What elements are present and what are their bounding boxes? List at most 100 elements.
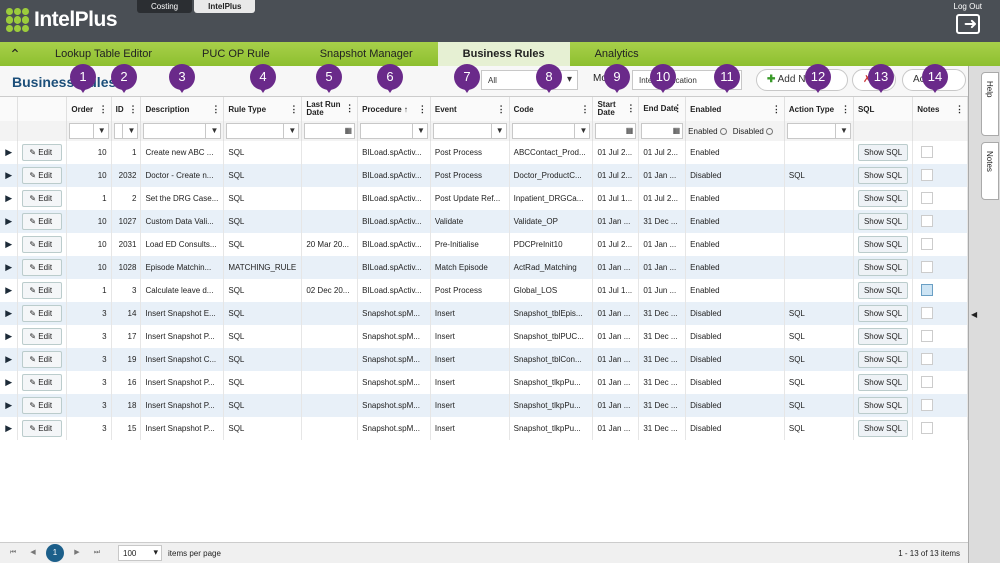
notes-tab[interactable]: Notes (981, 142, 999, 200)
notes-icon[interactable] (921, 352, 934, 365)
start-date-filter-input[interactable]: ▦ (595, 123, 637, 139)
col-header-rule-type[interactable]: Rule Type ⋮ (223, 97, 303, 121)
table-row[interactable]: ▶ ✎ Edit 3 18 Insert Snapshot P... SQL Snapsho… (0, 394, 968, 417)
rule-filter-select[interactable]: All (481, 70, 578, 90)
filter-icon[interactable]: ▼ (97, 126, 106, 135)
next-page-icon[interactable]: ▶ (74, 549, 80, 556)
col-header-last-run-date[interactable]: Last Run Date ⋮ (301, 97, 359, 121)
filter-icon[interactable]: ▼ (127, 126, 136, 135)
event-filter-input[interactable]: ▼ (432, 123, 507, 139)
show-sql-button[interactable]: Show SQL (857, 259, 909, 276)
edit-button[interactable]: ✎ Edit (22, 374, 63, 391)
col-header-event[interactable]: Event ⋮ (430, 97, 510, 121)
expand-row-icon[interactable]: ▶ (0, 279, 19, 302)
notes-icon[interactable] (921, 237, 934, 250)
edit-button[interactable]: ✎ Edit (22, 328, 63, 345)
filter-icon[interactable]: ▼ (840, 126, 848, 135)
first-page-icon[interactable]: ⏮ (9, 549, 17, 556)
table-row[interactable]: ▶ ✎ Edit 10 1028 Episode Matchin... MATCHING_… (0, 256, 968, 279)
nav-analytics[interactable]: Analytics (594, 48, 639, 60)
column-menu-icon[interactable]: ⋮ (673, 103, 683, 113)
col-header-id[interactable]: ID ⋮ (111, 97, 142, 121)
expand-row-icon[interactable]: ▶ (0, 187, 19, 210)
rule-type-filter-input[interactable]: ▼ (226, 123, 300, 139)
table-row[interactable]: ▶ ✎ Edit 10 2032 Doctor - Create n... SQL BILo… (0, 164, 968, 187)
edit-button[interactable]: ✎ Edit (22, 282, 63, 299)
column-menu-icon[interactable]: ⋮ (345, 103, 355, 113)
notes-icon[interactable] (921, 145, 934, 158)
calendar-icon[interactable]: ▦ (672, 126, 681, 135)
show-sql-button[interactable]: Show SQL (857, 213, 909, 230)
logout-button[interactable]: Log Out (954, 2, 982, 34)
collapse-chevron-icon[interactable]: ⌃ (9, 45, 21, 62)
filter-icon[interactable]: ▼ (210, 126, 219, 135)
app-tab-costing[interactable]: Costing (137, 0, 193, 13)
edit-button[interactable]: ✎ Edit (22, 420, 63, 437)
show-sql-button[interactable]: Show SQL (857, 351, 909, 368)
col-header-action-type[interactable]: Action Type ⋮ (784, 97, 854, 121)
edit-button[interactable]: ✎ Edit (22, 259, 63, 276)
column-menu-icon[interactable]: ⋮ (496, 104, 506, 114)
col-header-enabled[interactable]: Enabled ⋮ (685, 97, 785, 121)
table-row[interactable]: ▶ ✎ Edit 10 2031 Load ED Consults... SQL 20 Ma… (0, 233, 968, 256)
notes-icon[interactable] (921, 191, 934, 204)
notes-icon[interactable] (921, 375, 934, 388)
expand-row-icon[interactable]: ▶ (0, 210, 19, 233)
show-sql-button[interactable]: Show SQL (857, 397, 909, 414)
show-sql-button[interactable]: Show SQL (857, 282, 909, 299)
edit-button[interactable]: ✎ Edit (22, 351, 63, 368)
expand-row-icon[interactable]: ▶ (0, 256, 19, 279)
nav-lookup-table-editor[interactable]: Lookup Table Editor (55, 48, 153, 60)
nav-business-rules[interactable]: Business Rules (437, 42, 570, 66)
notes-icon[interactable] (921, 168, 934, 181)
expand-row-icon[interactable]: ▶ (0, 302, 19, 325)
filter-icon[interactable]: ▼ (416, 126, 425, 135)
notes-icon[interactable] (921, 214, 934, 227)
edit-button[interactable]: ✎ Edit (22, 144, 63, 161)
last-run-date-filter-input[interactable]: ▦ (304, 123, 356, 139)
edit-button[interactable]: ✎ Edit (22, 236, 63, 253)
edit-button[interactable]: ✎ Edit (22, 305, 63, 322)
col-header-code[interactable]: Code ⋮ (509, 97, 594, 121)
calendar-icon[interactable]: ▦ (344, 126, 353, 135)
expand-row-icon[interactable]: ▶ (0, 417, 19, 440)
table-row[interactable]: ▶ ✎ Edit 3 14 Insert Snapshot E... SQL Snapsho… (0, 302, 968, 325)
column-menu-icon[interactable]: ⋮ (128, 104, 138, 114)
show-sql-button[interactable]: Show SQL (857, 144, 909, 161)
end-date-filter-input[interactable]: ▦ (641, 123, 684, 139)
column-menu-icon[interactable]: ⋮ (840, 104, 850, 114)
calendar-icon[interactable]: ▦ (625, 126, 634, 135)
col-header-order[interactable]: Order ⋮ (66, 97, 112, 121)
action-type-filter-input[interactable]: ▼ (786, 123, 851, 139)
expand-row-icon[interactable]: ▶ (0, 233, 19, 256)
disabled-radio[interactable] (765, 127, 773, 135)
show-sql-button[interactable]: Show SQL (857, 305, 909, 322)
expand-row-icon[interactable]: ▶ (0, 371, 19, 394)
nav-snapshot-manager[interactable]: Snapshot Manager (319, 48, 413, 60)
last-page-icon[interactable]: ⏭ (93, 549, 101, 556)
show-sql-button[interactable]: Show SQL (857, 190, 909, 207)
add-new-button[interactable]: ✚ Add N ▾ (756, 69, 848, 91)
id-filter-input[interactable]: ▼ (113, 123, 139, 139)
column-menu-icon[interactable]: ⋮ (289, 104, 299, 114)
notes-icon[interactable] (921, 260, 934, 273)
notes-icon[interactable] (921, 329, 934, 342)
column-menu-icon[interactable]: ⋮ (771, 104, 781, 114)
col-header-end-date[interactable]: End Date ⋮ (638, 97, 687, 121)
edit-button[interactable]: ✎ Edit (22, 213, 63, 230)
expand-row-icon[interactable]: ▶ (0, 141, 19, 164)
column-menu-icon[interactable]: ⋮ (98, 104, 108, 114)
edit-button[interactable]: ✎ Edit (22, 190, 63, 207)
show-sql-button[interactable]: Show SQL (857, 374, 909, 391)
filter-icon[interactable]: ▼ (288, 126, 297, 135)
column-menu-icon[interactable]: ⋮ (626, 103, 636, 113)
show-sql-button[interactable]: Show SQL (857, 420, 909, 437)
col-header-notes[interactable]: Notes ⋮ (912, 97, 968, 121)
current-page-button[interactable]: 1 (46, 544, 64, 562)
page-size-select[interactable]: 100 (118, 545, 162, 561)
table-row[interactable]: ▶ ✎ Edit 10 1027 Custom Data Vali... SQL BILoa… (0, 210, 968, 233)
table-row[interactable]: ▶ ✎ Edit 3 16 Insert Snapshot P... SQL Snapsho… (0, 371, 968, 394)
table-row[interactable]: ▶ ✎ Edit 3 17 Insert Snapshot P... SQL Snapsho… (0, 325, 968, 348)
app-tab-intelplus[interactable]: IntelPlus (194, 0, 256, 13)
edit-button[interactable]: ✎ Edit (22, 167, 63, 184)
